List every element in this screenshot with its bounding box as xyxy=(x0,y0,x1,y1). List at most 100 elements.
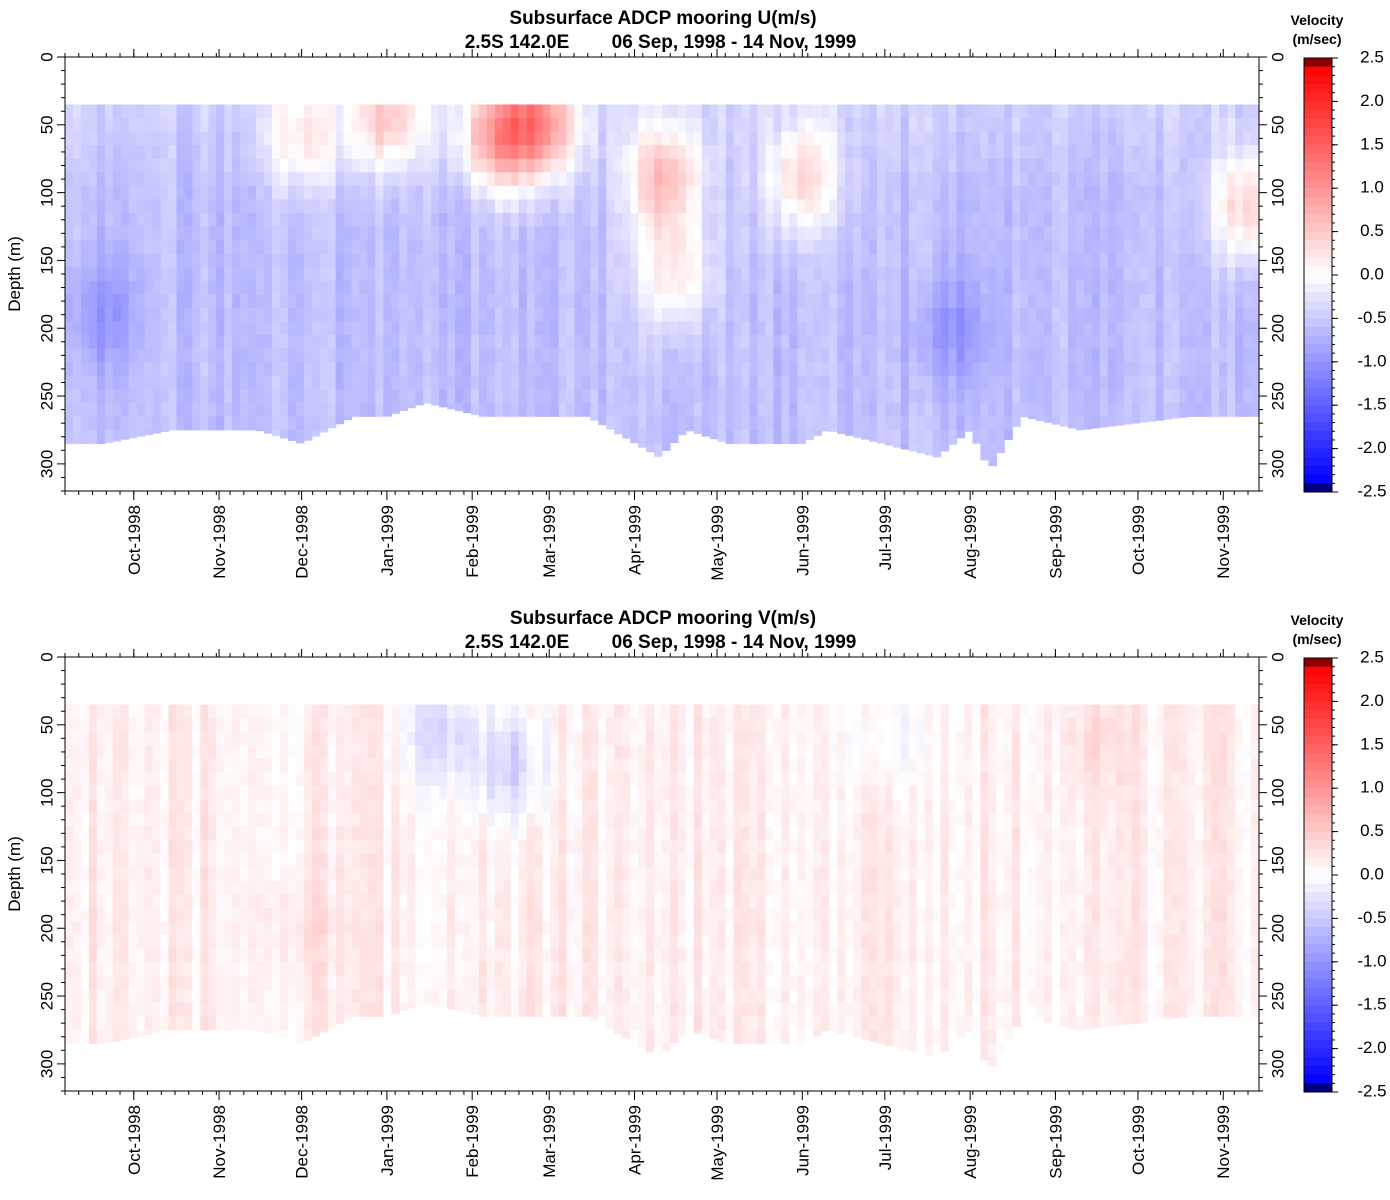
heatmap-cell xyxy=(351,867,361,882)
heatmap-cell xyxy=(630,104,639,119)
heatmap-cell xyxy=(343,1016,353,1021)
y-tick-label: 150 xyxy=(1268,246,1287,274)
heatmap-cell xyxy=(709,429,719,440)
heatmap-cell xyxy=(654,104,663,119)
heatmap-cell xyxy=(216,280,225,295)
heatmap-cell xyxy=(144,335,154,349)
heatmap-cell xyxy=(932,131,942,146)
heatmap-cell xyxy=(1187,185,1196,200)
heatmap-cell xyxy=(216,362,225,377)
heatmap-cell xyxy=(837,226,846,241)
heatmap-cell xyxy=(1179,104,1188,119)
y-tick-label: 100 xyxy=(1268,178,1287,206)
heatmap-cell xyxy=(916,172,926,187)
colorbar-step xyxy=(1304,301,1332,311)
heatmap-cell xyxy=(144,731,154,746)
heatmap-cell xyxy=(192,840,201,855)
heatmap-cell xyxy=(797,389,806,404)
heatmap-cell xyxy=(741,212,751,227)
heatmap-cell xyxy=(1211,375,1220,390)
heatmap-cell xyxy=(295,199,305,214)
heatmap-cell xyxy=(80,853,90,868)
heatmap-cell xyxy=(375,226,384,241)
heatmap-cell xyxy=(144,118,154,132)
heatmap-cell xyxy=(574,375,583,390)
heatmap-cell xyxy=(1115,321,1125,336)
heatmap-cell xyxy=(399,145,408,160)
heatmap-cell xyxy=(65,199,74,214)
heatmap-cell xyxy=(144,1029,154,1036)
heatmap-cell xyxy=(996,253,1005,268)
heatmap-cell xyxy=(677,240,687,255)
heatmap-cell xyxy=(168,785,178,800)
heatmap-cell xyxy=(892,389,902,404)
x-tick-label: Oct-1999 xyxy=(1129,505,1148,575)
heatmap-cell xyxy=(1091,240,1101,255)
heatmap-cell xyxy=(510,131,520,146)
heatmap-cell xyxy=(1091,321,1101,336)
heatmap-cell xyxy=(88,416,98,431)
colorbar-step xyxy=(1304,283,1332,293)
heatmap-cell xyxy=(1179,212,1188,227)
heatmap-cell xyxy=(996,172,1005,187)
heatmap-cell xyxy=(160,199,170,214)
heatmap-cell xyxy=(622,240,631,255)
heatmap-cell xyxy=(65,907,74,922)
y-tick-label: 300 xyxy=(37,450,56,478)
heatmap-cell xyxy=(248,240,257,255)
heatmap-cell xyxy=(168,948,178,963)
heatmap-cell xyxy=(168,772,178,787)
heatmap-cell xyxy=(510,402,520,417)
heatmap-cell xyxy=(1004,212,1013,227)
heatmap-cell xyxy=(1163,185,1173,200)
heatmap-cell xyxy=(486,104,496,119)
heatmap-cell xyxy=(805,158,814,173)
heatmap-cell xyxy=(319,212,329,227)
heatmap-cell xyxy=(606,402,615,417)
heatmap-cell xyxy=(1036,321,1045,336)
heatmap-cell xyxy=(725,294,735,309)
heatmap-cell xyxy=(470,402,480,415)
heatmap-cell xyxy=(1147,185,1157,200)
heatmap-cell xyxy=(128,921,138,936)
heatmap-cell xyxy=(232,172,241,187)
heatmap-cell xyxy=(96,1016,106,1031)
heatmap-cell xyxy=(693,348,703,363)
heatmap-cell xyxy=(271,975,281,990)
heatmap-cell xyxy=(224,118,233,132)
heatmap-cell xyxy=(279,921,289,936)
heatmap-cell xyxy=(256,158,265,173)
heatmap-cell xyxy=(980,307,989,322)
heatmap-cell xyxy=(327,226,337,241)
heatmap-cell xyxy=(534,389,544,404)
heatmap-cell xyxy=(837,307,846,322)
heatmap-cell xyxy=(1219,253,1228,268)
x-tick-label: Oct-1998 xyxy=(125,505,144,575)
heatmap-cell xyxy=(662,416,671,431)
heatmap-cell xyxy=(216,389,225,404)
heatmap-cell xyxy=(128,867,138,882)
heatmap-cell xyxy=(622,335,631,349)
heatmap-cell xyxy=(765,335,775,349)
heatmap-cell xyxy=(200,294,209,309)
heatmap-cell xyxy=(646,429,655,444)
heatmap-cell xyxy=(701,294,711,309)
heatmap-cell xyxy=(510,158,520,173)
heatmap-cell xyxy=(622,172,631,187)
heatmap-cell xyxy=(287,921,297,936)
heatmap-cell xyxy=(120,429,130,440)
heatmap-cell xyxy=(168,853,178,868)
x-tick-label: Nov-1999 xyxy=(1214,505,1233,579)
heatmap-cell xyxy=(391,199,400,214)
heatmap-cell xyxy=(65,307,74,322)
heatmap-cell xyxy=(287,1016,297,1031)
heatmap-cell xyxy=(1052,185,1061,200)
heatmap-cell xyxy=(773,199,782,214)
heatmap-cell xyxy=(144,799,154,814)
heatmap-cell xyxy=(845,267,854,282)
heatmap-cell xyxy=(104,935,114,949)
heatmap-cell xyxy=(351,975,361,990)
heatmap-cell xyxy=(1163,226,1173,241)
heatmap-cell xyxy=(80,131,90,146)
heatmap-cell xyxy=(725,402,735,417)
